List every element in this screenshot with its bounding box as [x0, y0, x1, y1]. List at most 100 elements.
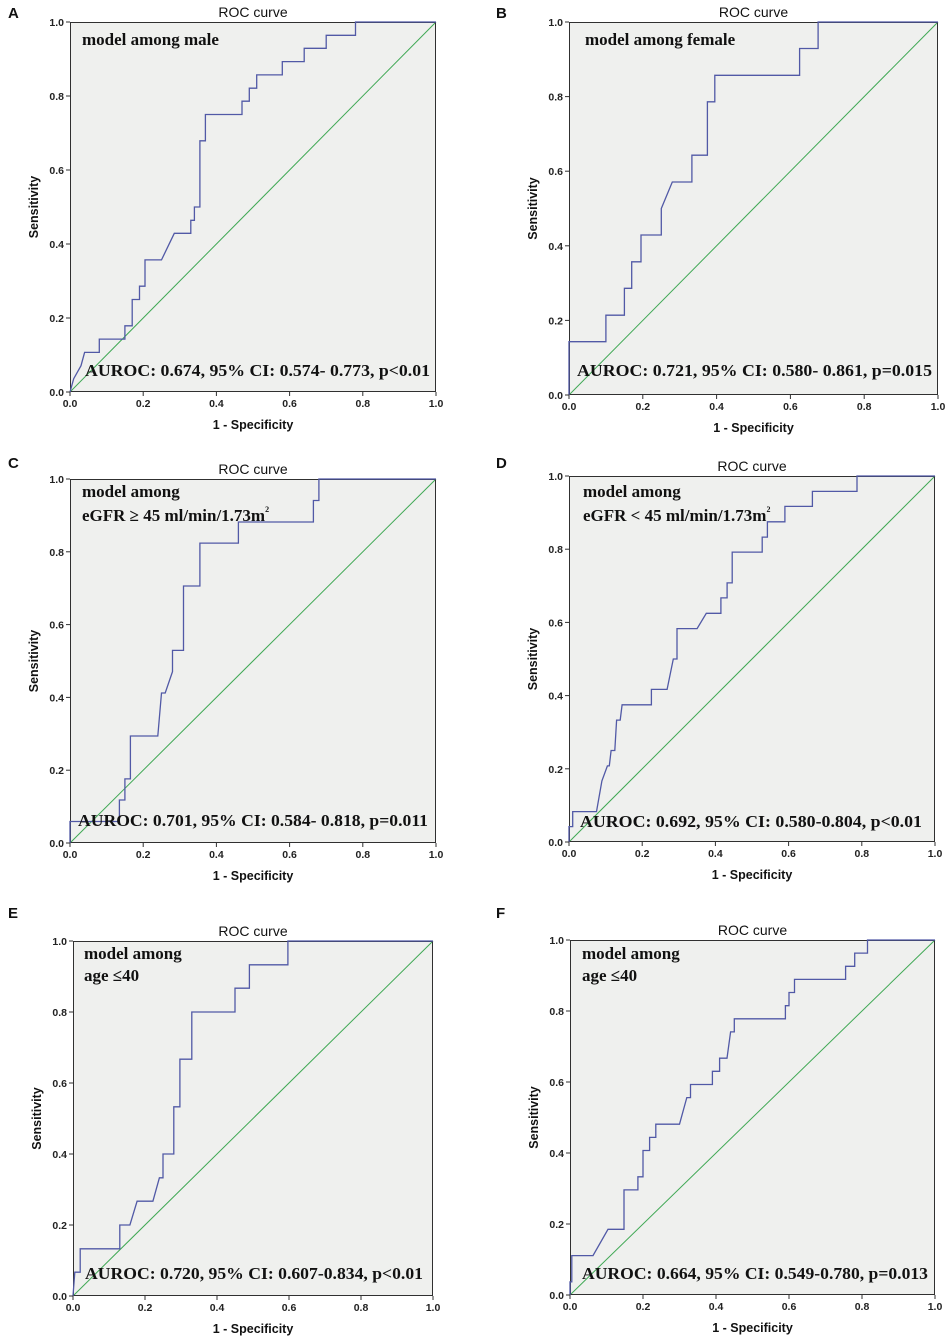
panel-letter: F: [496, 905, 505, 922]
y-tick-label: 0.8: [49, 91, 64, 103]
panel-letter: D: [496, 455, 507, 472]
y-tick-label: 0.6: [548, 166, 563, 178]
x-tick-label: 0.6: [282, 1302, 297, 1314]
chart-title: ROC curve: [718, 922, 787, 938]
y-axis-label: Sensitivity: [526, 628, 540, 691]
auroc-annotation: AUROC: 0.674, 95% CI: 0.574- 0.773, p<0.…: [85, 361, 430, 380]
y-tick-label: 0.2: [52, 1220, 67, 1232]
x-tick-label: 0.6: [781, 848, 796, 860]
x-tick-label: 0.4: [709, 401, 724, 413]
panel-letter: B: [496, 5, 507, 22]
x-tick-label: 0.2: [138, 1302, 153, 1314]
y-tick-label: 0.4: [548, 241, 563, 253]
plot-frame: [570, 940, 935, 1295]
plot-frame: [70, 479, 436, 843]
x-tick-label: 0.6: [282, 398, 297, 410]
annotation-text: model among male: [82, 30, 219, 49]
y-tick-label: 0.6: [548, 617, 563, 629]
chart-title: ROC curve: [717, 458, 786, 474]
x-tick-label: 0.8: [355, 398, 370, 410]
x-tick-label: 0.6: [782, 1301, 797, 1313]
y-axis-label: Sensitivity: [30, 1087, 44, 1150]
x-tick-label: 0.4: [709, 1301, 724, 1313]
y-tick-label: 0.0: [548, 837, 563, 849]
y-tick-label: 1.0: [549, 935, 564, 947]
roc-panel-b: B ROC curve 0.0 0.2 0.4 0.6 0.8 1.0 0.0 0.2 0.4 0.6…: [496, 4, 945, 435]
y-tick-label: 0.4: [548, 691, 563, 703]
roc-curve-line: [568, 21, 938, 395]
x-tick-label: 0.2: [136, 398, 151, 410]
y-tick-label: 0.4: [52, 1149, 67, 1161]
x-tick-label: 0.8: [857, 401, 872, 413]
panel-letter: C: [8, 455, 19, 472]
y-axis-label: Sensitivity: [526, 177, 540, 240]
x-axis-label: 1 - Specificity: [713, 421, 794, 435]
reference-diagonal-line: [69, 21, 437, 393]
x-tick-label: 1.0: [429, 398, 444, 410]
x-tick-label: 1.0: [928, 848, 943, 860]
x-tick-label: 1.0: [426, 1302, 441, 1314]
x-axis-label: 1 - Specificity: [712, 868, 793, 882]
x-tick-label: 0.6: [282, 849, 297, 861]
annotation-text: eGFR < 45 ml/min/1.73m: [583, 506, 766, 525]
chart-title: ROC curve: [218, 461, 287, 477]
chart-title: ROC curve: [218, 923, 287, 939]
reference-diagonal-line: [569, 939, 936, 1296]
roc-curve-line: [69, 478, 436, 843]
y-tick-label: 0.2: [49, 765, 64, 777]
y-tick-label: 0.2: [549, 1219, 564, 1231]
x-tick-label: 0.4: [210, 1302, 225, 1314]
chart-title: ROC curve: [218, 4, 287, 20]
roc-panel-a: A ROC curve 0.0 0.2 0.4 0.6 0.8 1.0 0.0 0.2 0.4 0.6…: [8, 4, 443, 432]
x-tick-label: 0.8: [854, 848, 869, 860]
x-axis-label: 1 - Specificity: [213, 418, 294, 432]
y-tick-label: 0.2: [548, 315, 563, 327]
roc-panel-c: C ROC curve 0.0 0.2 0.4 0.6 0.8 1.0 0.0 0.2 0.4 0.6…: [8, 455, 443, 883]
y-tick-label: 0.6: [52, 1078, 67, 1090]
x-tick-label: 0.8: [354, 1302, 369, 1314]
y-tick-label: 1.0: [548, 17, 563, 29]
annotation-superscript: 2: [766, 505, 770, 514]
panel-letter: A: [8, 5, 19, 22]
roc-curve-line: [69, 21, 436, 393]
annotation-label: age ≤40: [582, 966, 637, 985]
plot-frame: [73, 941, 433, 1296]
reference-diagonal-line: [568, 475, 936, 843]
y-tick-label: 0.6: [549, 1077, 564, 1089]
auroc-annotation: AUROC: 0.692, 95% CI: 0.580-0.804, p<0.0…: [580, 812, 922, 831]
y-tick-label: 0.4: [49, 692, 64, 704]
annotation-text: age ≤40: [582, 966, 637, 985]
roc-panel-f: F ROC curve 0.0 0.2 0.4 0.6 0.8 1.0 0.0 0.2 0.4 0.6…: [496, 905, 942, 1335]
x-tick-label: 1.0: [931, 401, 946, 413]
auroc-annotation: AUROC: 0.720, 95% CI: 0.607-0.834, p<0.0…: [85, 1264, 423, 1283]
x-tick-label: 0.2: [635, 401, 650, 413]
auroc-annotation: AUROC: 0.664, 95% CI: 0.549-0.780, p=0.0…: [582, 1264, 928, 1283]
annotation-label: age ≤40: [84, 966, 139, 985]
x-tick-label: 0.6: [783, 401, 798, 413]
y-tick-label: 0.8: [548, 544, 563, 556]
x-tick-label: 0.0: [63, 398, 78, 410]
x-tick-label: 0.4: [708, 848, 723, 860]
y-tick-label: 1.0: [49, 17, 64, 29]
reference-diagonal-line: [69, 478, 437, 844]
annotation-text: model among: [583, 482, 681, 501]
x-tick-label: 0.4: [209, 849, 224, 861]
reference-diagonal-line: [72, 940, 434, 1297]
annotation-label: model among: [82, 482, 180, 501]
x-tick-label: 0.8: [355, 849, 370, 861]
annotation-text: model among female: [585, 30, 736, 49]
x-tick-label: 1.0: [928, 1301, 943, 1313]
y-tick-label: 0.0: [49, 838, 64, 850]
y-tick-label: 0.4: [49, 239, 64, 251]
annotation-text: age ≤40: [84, 966, 139, 985]
x-tick-label: 0.8: [855, 1301, 870, 1313]
y-tick-label: 0.8: [549, 1006, 564, 1018]
y-tick-label: 0.0: [49, 387, 64, 399]
annotation-superscript: 2: [265, 505, 269, 514]
x-tick-label: 0.2: [136, 849, 151, 861]
auroc-annotation: AUROC: 0.721, 95% CI: 0.580- 0.861, p=0.…: [577, 361, 932, 380]
plot-frame: [569, 22, 938, 395]
x-tick-label: 0.0: [562, 401, 577, 413]
x-tick-label: 1.0: [429, 849, 444, 861]
x-tick-label: 0.2: [635, 848, 650, 860]
